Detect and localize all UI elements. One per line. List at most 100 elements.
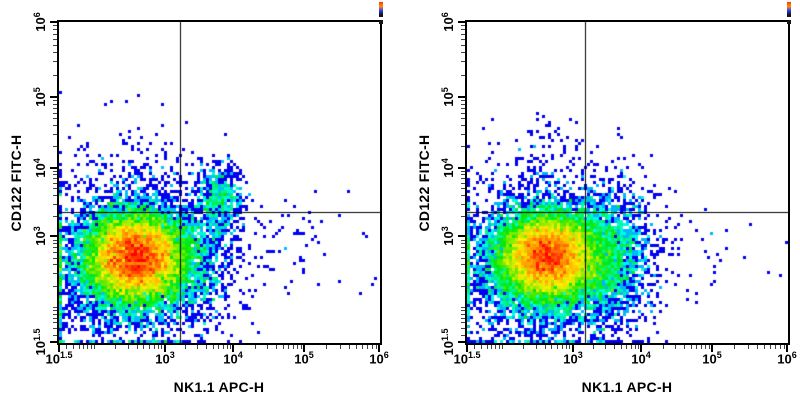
y-axis-minor-tick bbox=[53, 322, 57, 323]
x-axis-minor-tick bbox=[684, 345, 685, 349]
y-axis-minor-tick bbox=[461, 178, 465, 179]
y-axis-minor-tick bbox=[53, 113, 57, 114]
warning-icon[interactable] bbox=[377, 2, 385, 28]
y-axis-major-tick bbox=[458, 21, 465, 23]
y-axis-minor-tick bbox=[53, 174, 57, 175]
y-axis-minor-tick bbox=[53, 195, 57, 196]
y-tick-label: 101.5 bbox=[439, 328, 457, 356]
y-axis-minor-tick bbox=[53, 243, 57, 244]
y-axis-minor-tick bbox=[53, 247, 57, 248]
x-axis-title: NK1.1 APC-H bbox=[581, 379, 673, 395]
x-axis-minor-tick bbox=[551, 345, 552, 349]
x-axis-minor-tick bbox=[696, 345, 697, 349]
x-axis-minor-tick bbox=[775, 345, 776, 349]
y-axis-minor-tick bbox=[53, 258, 57, 259]
y-axis-minor-tick bbox=[461, 318, 465, 319]
y-axis-minor-tick bbox=[461, 307, 465, 308]
x-axis-minor-tick bbox=[566, 345, 567, 349]
y-axis-minor-tick bbox=[461, 39, 465, 40]
x-axis-minor-tick bbox=[614, 345, 615, 349]
x-axis-minor-tick bbox=[293, 345, 294, 349]
y-axis-minor-tick bbox=[461, 243, 465, 244]
x-axis-minor-tick bbox=[770, 345, 771, 349]
y-axis-minor-tick bbox=[53, 335, 57, 336]
y-axis-minor-tick bbox=[53, 25, 57, 26]
y-axis-minor-tick bbox=[461, 104, 465, 105]
y-axis-minor-tick bbox=[461, 204, 465, 205]
x-axis-minor-tick bbox=[562, 345, 563, 349]
density-plot-canvas bbox=[467, 22, 788, 343]
x-axis-minor-tick bbox=[213, 345, 214, 349]
y-axis-minor-tick bbox=[461, 146, 465, 147]
x-axis-minor-tick bbox=[372, 345, 373, 349]
x-tick-label: 104 bbox=[631, 350, 651, 367]
y-axis-minor-tick bbox=[53, 29, 57, 30]
y-axis-minor-tick bbox=[53, 307, 57, 308]
x-axis-major-tick bbox=[378, 345, 380, 352]
y-axis-minor-tick bbox=[461, 75, 465, 76]
x-axis-minor-tick bbox=[362, 345, 363, 349]
y-axis-minor-tick bbox=[461, 247, 465, 248]
y-axis-minor-tick bbox=[461, 171, 465, 172]
y-axis-minor-tick bbox=[53, 286, 57, 287]
x-axis-minor-tick bbox=[230, 345, 231, 349]
y-axis-minor-tick bbox=[461, 286, 465, 287]
x-axis-minor-tick bbox=[197, 345, 198, 349]
x-tick-label: 106 bbox=[369, 350, 389, 367]
y-axis-minor-tick bbox=[53, 125, 57, 126]
x-axis-major-tick bbox=[786, 345, 788, 352]
y-axis-minor-tick bbox=[53, 318, 57, 319]
x-axis-minor-tick bbox=[376, 345, 377, 349]
x-axis-minor-tick bbox=[87, 345, 88, 349]
x-axis-minor-tick bbox=[748, 345, 749, 349]
y-axis-minor-tick bbox=[53, 310, 57, 311]
x-axis-minor-tick bbox=[227, 345, 228, 349]
warning-icon[interactable] bbox=[785, 2, 793, 28]
x-axis-minor-tick bbox=[326, 345, 327, 349]
x-axis-minor-tick bbox=[691, 345, 692, 349]
y-axis-minor-tick bbox=[461, 195, 465, 196]
x-axis-minor-tick bbox=[523, 345, 524, 349]
y-axis-minor-tick bbox=[461, 100, 465, 101]
y-axis-major-tick bbox=[50, 235, 57, 237]
y-axis-minor-tick bbox=[53, 108, 57, 109]
x-axis-major-tick bbox=[711, 345, 713, 352]
y-axis-minor-tick bbox=[461, 252, 465, 253]
plot-frame bbox=[465, 20, 790, 345]
x-axis-minor-tick bbox=[267, 345, 268, 349]
x-axis-minor-tick bbox=[626, 345, 627, 349]
y-axis-minor-tick bbox=[53, 146, 57, 147]
y-axis-minor-tick bbox=[461, 258, 465, 259]
x-axis-major-tick bbox=[303, 345, 305, 352]
x-axis-minor-tick bbox=[705, 345, 706, 349]
x-axis-minor-tick bbox=[340, 345, 341, 349]
warning-icon-dot bbox=[787, 20, 791, 24]
density-plot-canvas bbox=[59, 22, 380, 343]
y-axis-minor-tick bbox=[53, 204, 57, 205]
y-axis-minor-tick bbox=[53, 178, 57, 179]
y-axis-minor-tick bbox=[461, 113, 465, 114]
x-tick-label: 105 bbox=[702, 350, 722, 367]
x-axis-minor-tick bbox=[757, 345, 758, 349]
x-axis-minor-tick bbox=[79, 345, 80, 349]
y-axis-minor-tick bbox=[53, 240, 57, 241]
x-axis-minor-tick bbox=[367, 345, 368, 349]
x-axis-minor-tick bbox=[701, 345, 702, 349]
y-tick-label: 104 bbox=[439, 158, 457, 178]
x-axis-minor-tick bbox=[499, 345, 500, 349]
y-axis-minor-tick bbox=[53, 314, 57, 315]
y-axis-minor-tick bbox=[461, 118, 465, 119]
x-axis-minor-tick bbox=[481, 345, 482, 349]
y-axis-major-tick bbox=[50, 341, 57, 343]
x-axis-minor-tick bbox=[349, 345, 350, 349]
x-axis-minor-tick bbox=[491, 345, 492, 349]
x-axis-minor-tick bbox=[185, 345, 186, 349]
y-axis-minor-tick bbox=[53, 39, 57, 40]
x-axis-minor-tick bbox=[283, 345, 284, 349]
y-tick-label: 106 bbox=[439, 12, 457, 32]
warning-icon-dot bbox=[379, 20, 383, 24]
y-axis-minor-tick bbox=[461, 216, 465, 217]
y-axis-major-tick bbox=[50, 21, 57, 23]
y-axis-minor-tick bbox=[461, 183, 465, 184]
x-axis-minor-tick bbox=[154, 345, 155, 349]
